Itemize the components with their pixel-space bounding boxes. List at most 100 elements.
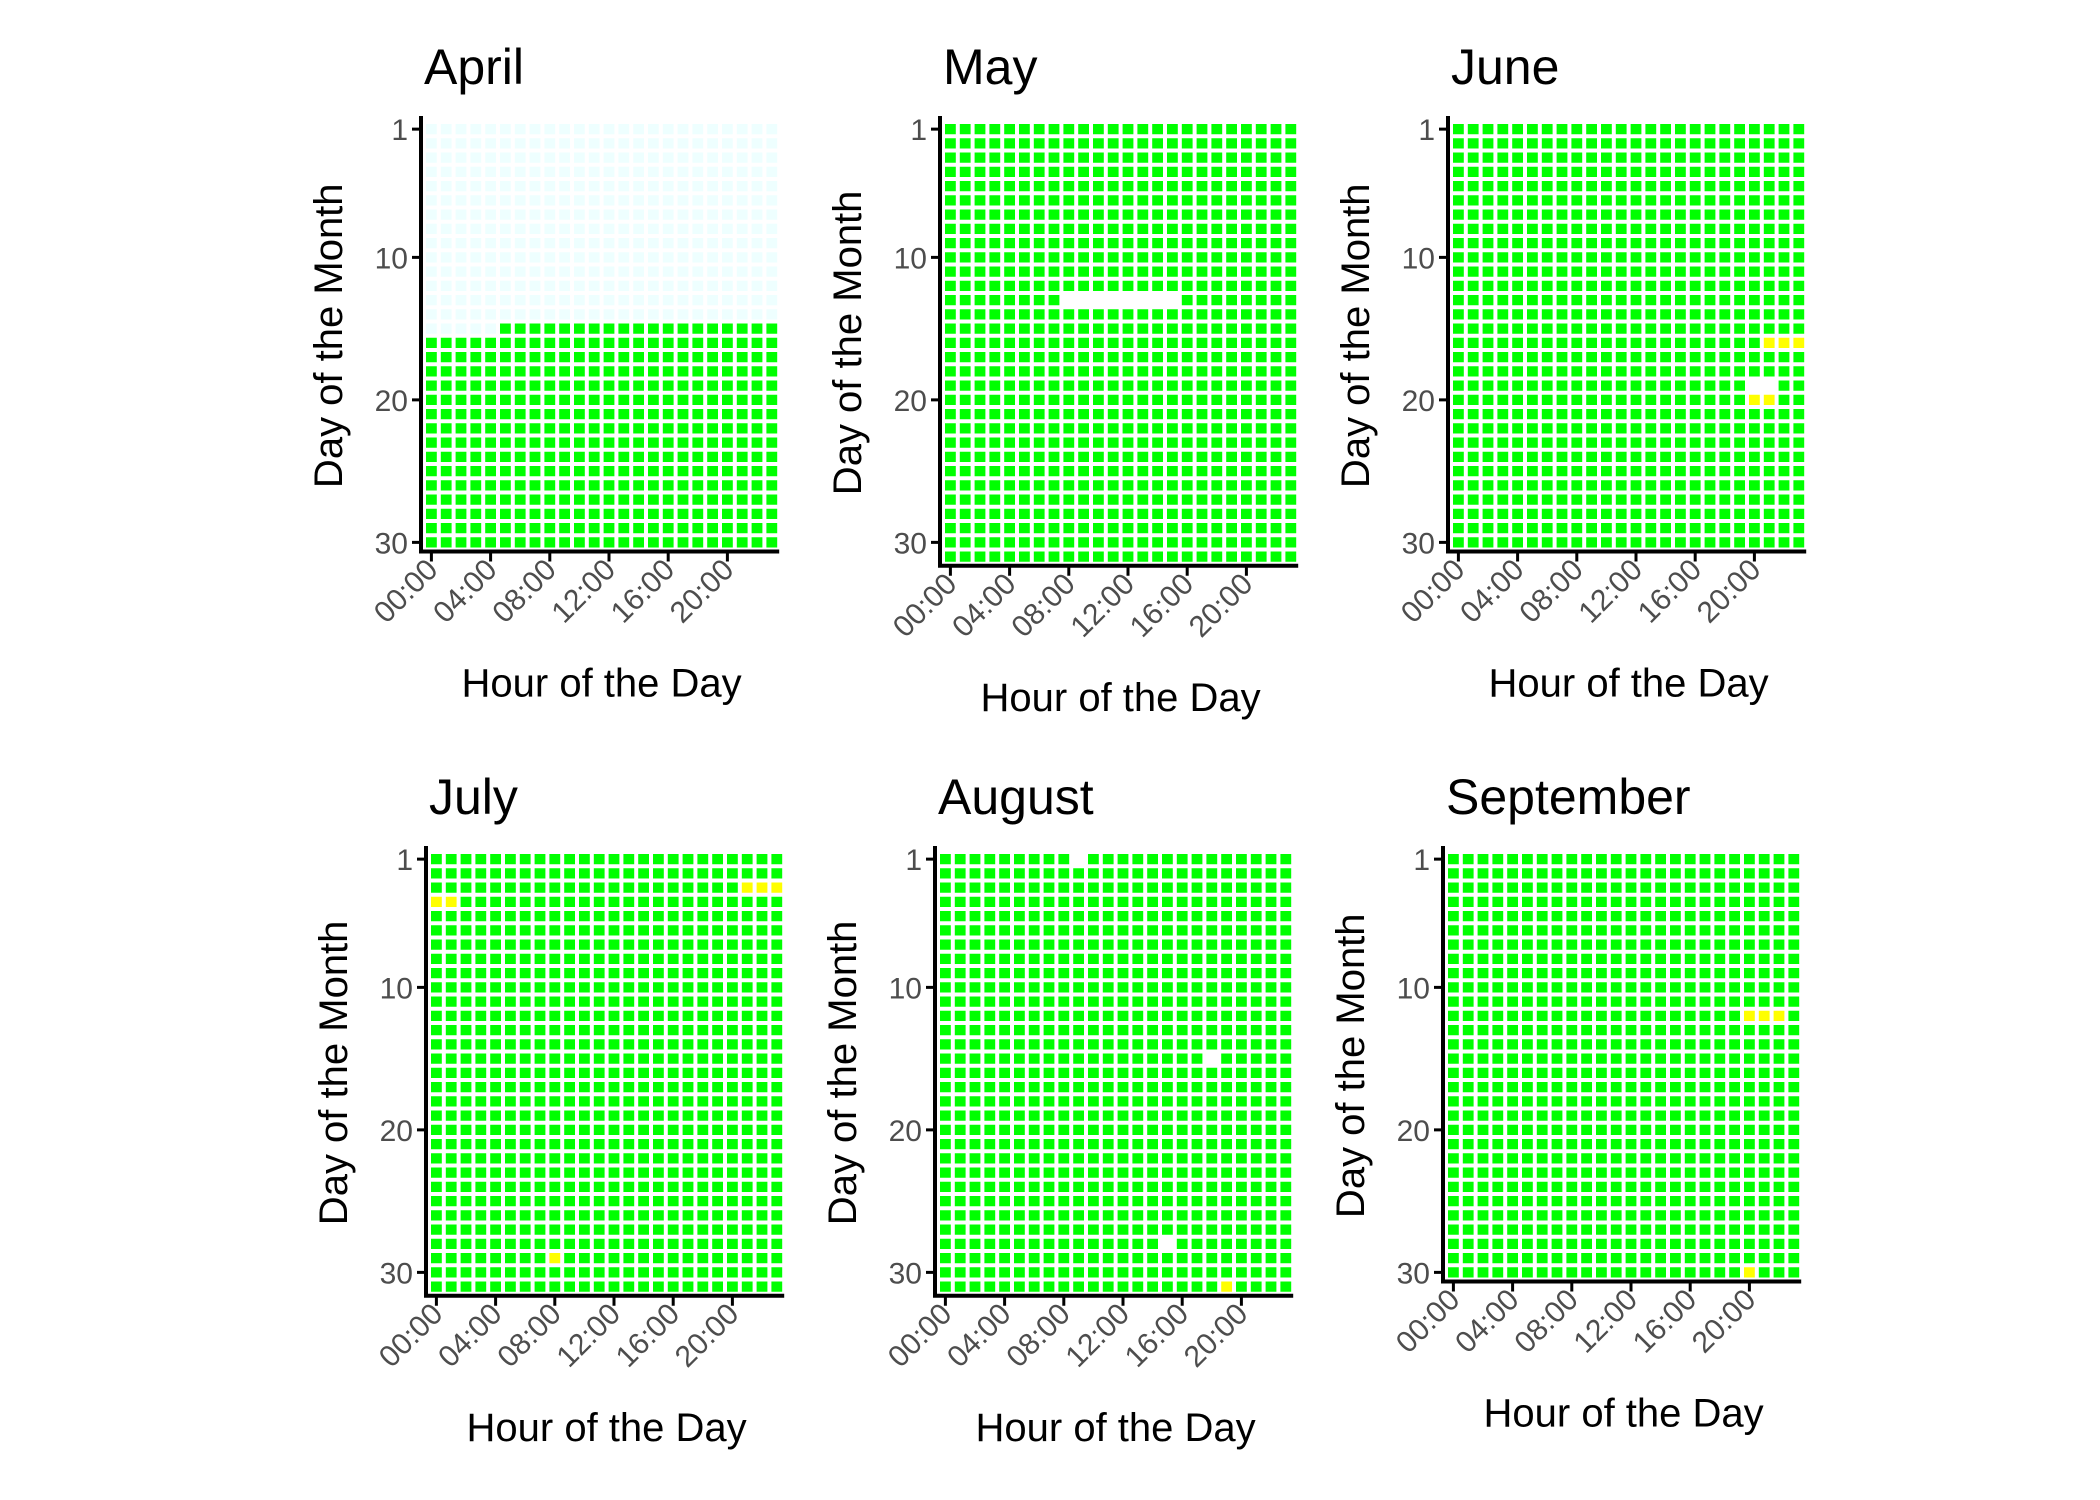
heatmap-cell bbox=[1655, 1196, 1666, 1207]
heatmap-cell bbox=[455, 437, 467, 448]
heatmap-cell bbox=[1196, 124, 1208, 135]
heatmap-cell bbox=[534, 1067, 546, 1078]
heatmap-cell bbox=[638, 1139, 649, 1150]
heatmap-cell bbox=[1088, 939, 1099, 950]
heatmap-cell bbox=[1773, 1181, 1785, 1192]
heatmap-cell bbox=[519, 882, 531, 893]
heatmap-cell bbox=[618, 238, 630, 249]
heatmap-cell bbox=[1270, 352, 1282, 363]
heatmap-cell bbox=[440, 537, 452, 548]
heatmap-cell bbox=[677, 480, 689, 491]
heatmap-cell bbox=[1744, 896, 1755, 907]
heatmap-cell bbox=[505, 868, 516, 879]
heatmap-cell bbox=[682, 896, 694, 907]
heatmap-cell bbox=[940, 1181, 951, 1192]
heatmap-cell bbox=[677, 409, 689, 420]
heatmap-cell bbox=[1043, 1039, 1055, 1050]
heatmap-cell bbox=[1137, 480, 1149, 491]
heatmap-cell bbox=[1719, 195, 1731, 206]
heatmap-cell bbox=[945, 551, 956, 562]
heatmap-cell bbox=[1522, 1139, 1533, 1150]
heatmap-cell bbox=[1147, 854, 1158, 865]
y-axis-title: Day of the Month bbox=[821, 921, 865, 1226]
heatmap-cell bbox=[712, 854, 723, 865]
heatmap-cell bbox=[1788, 1210, 1800, 1221]
heatmap-cell bbox=[1073, 1238, 1084, 1249]
heatmap-cell bbox=[455, 380, 467, 391]
heatmap-cell bbox=[722, 238, 733, 249]
heatmap-cell bbox=[1211, 366, 1223, 377]
heatmap-cell bbox=[1250, 854, 1262, 865]
heatmap-cell bbox=[727, 996, 738, 1007]
heatmap-cell bbox=[677, 352, 689, 363]
heatmap-cell bbox=[445, 1253, 457, 1264]
heatmap-cell bbox=[648, 138, 659, 149]
heatmap-cell bbox=[559, 337, 570, 348]
heatmap-cell bbox=[1788, 882, 1800, 893]
heatmap-cell bbox=[1581, 953, 1592, 964]
heatmap-cell bbox=[1462, 868, 1474, 879]
heatmap-cell bbox=[1206, 925, 1218, 936]
heatmap-cell bbox=[940, 1039, 951, 1050]
heatmap-cell bbox=[959, 508, 971, 519]
heatmap-cell bbox=[1255, 309, 1267, 320]
heatmap-cell bbox=[692, 352, 704, 363]
heatmap-cell bbox=[1793, 280, 1805, 291]
heatmap-cell bbox=[1250, 1139, 1262, 1150]
heatmap-cell bbox=[1058, 1010, 1070, 1021]
heatmap-cell bbox=[712, 1053, 723, 1064]
heatmap-cell bbox=[677, 223, 689, 234]
heatmap-cell bbox=[1763, 437, 1775, 448]
heatmap-cell bbox=[1448, 1067, 1459, 1078]
heatmap-cell bbox=[1778, 537, 1790, 548]
heatmap-cell bbox=[1211, 295, 1223, 306]
heatmap-cell bbox=[1719, 152, 1731, 163]
heatmap-cell bbox=[1448, 925, 1459, 936]
heatmap-cell bbox=[1033, 451, 1045, 462]
heatmap-cell bbox=[1137, 181, 1149, 192]
heatmap-cell bbox=[1181, 380, 1193, 391]
heatmap-cell bbox=[1073, 1025, 1084, 1036]
heatmap-cell bbox=[1714, 982, 1726, 993]
heatmap-cell bbox=[741, 1153, 753, 1164]
heatmap-cell bbox=[751, 323, 763, 334]
heatmap-cell bbox=[1058, 1096, 1070, 1107]
heatmap-cell bbox=[751, 423, 763, 434]
heatmap-cell bbox=[1477, 1224, 1489, 1235]
heatmap-cell bbox=[1551, 953, 1563, 964]
heatmap-cell bbox=[490, 1238, 501, 1249]
heatmap-cell bbox=[692, 266, 704, 277]
heatmap-cell bbox=[1793, 223, 1805, 234]
heatmap-cell bbox=[470, 394, 482, 405]
heatmap-cell bbox=[1689, 437, 1701, 448]
heatmap-cell bbox=[945, 480, 956, 491]
heatmap-cell bbox=[1536, 925, 1548, 936]
heatmap-cell bbox=[697, 896, 709, 907]
heatmap-cell bbox=[1043, 911, 1055, 922]
heatmap-cell bbox=[1093, 181, 1104, 192]
heatmap-cell bbox=[1196, 323, 1208, 334]
heatmap-cell bbox=[549, 953, 561, 964]
heatmap-cell bbox=[529, 223, 541, 234]
heatmap-cell bbox=[1226, 152, 1237, 163]
heatmap-cell bbox=[1191, 896, 1203, 907]
heatmap-cell bbox=[1033, 508, 1045, 519]
heatmap-cell bbox=[1028, 953, 1040, 964]
heatmap-cell bbox=[1541, 366, 1553, 377]
heatmap-cell bbox=[475, 1096, 487, 1107]
heatmap-cell bbox=[969, 1110, 981, 1121]
heatmap-cell bbox=[1176, 1110, 1188, 1121]
heatmap-cell bbox=[1102, 1153, 1114, 1164]
heatmap-cell bbox=[1729, 939, 1740, 950]
heatmap-cell bbox=[633, 494, 644, 505]
heatmap-cell bbox=[1675, 466, 1686, 477]
heatmap-cell bbox=[514, 181, 526, 192]
heatmap-cell bbox=[1107, 309, 1119, 320]
x-axis-title: Hour of the Day bbox=[1489, 662, 1769, 706]
heatmap-cell bbox=[1714, 1210, 1726, 1221]
heatmap-cell bbox=[1211, 480, 1223, 491]
heatmap-cell bbox=[1512, 252, 1523, 263]
heatmap-cell bbox=[1250, 911, 1262, 922]
heatmap-cell bbox=[707, 280, 718, 291]
heatmap-cell bbox=[534, 1167, 546, 1178]
